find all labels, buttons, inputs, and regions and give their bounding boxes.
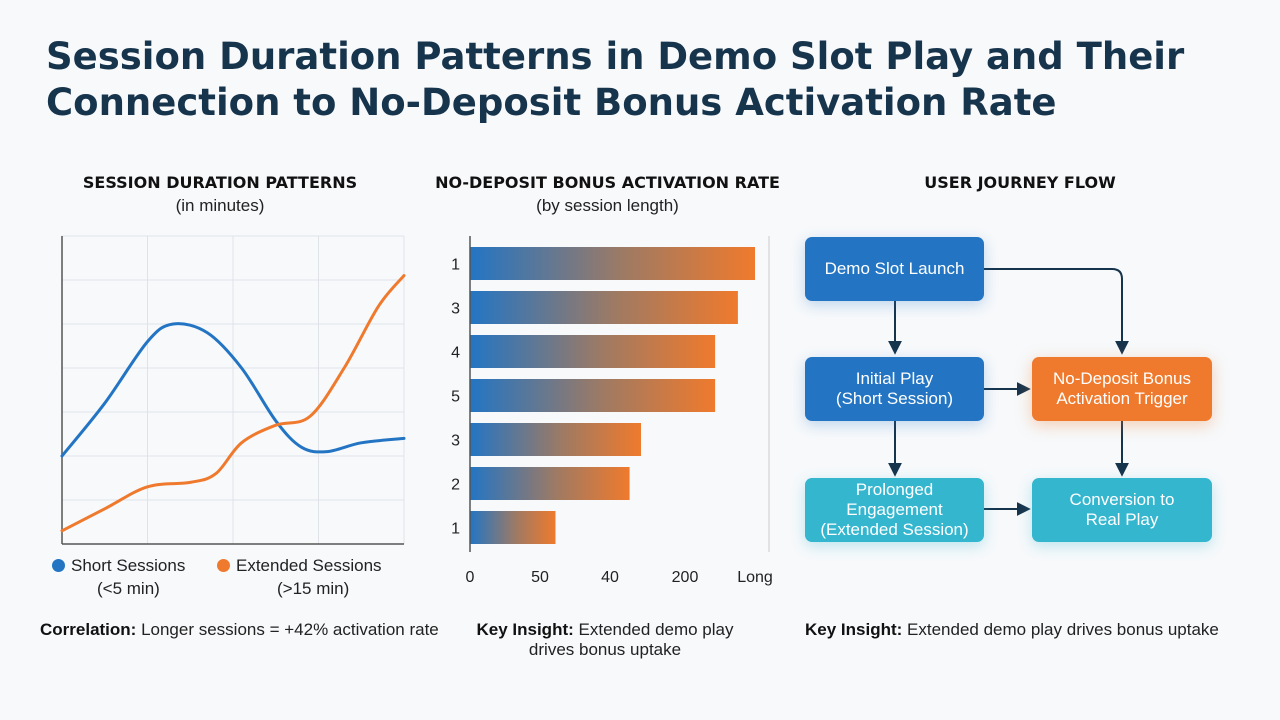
x-tick-label: 50 bbox=[531, 569, 549, 586]
extended-sessions-dot bbox=[217, 559, 230, 572]
legend-short-label: Short Sessions bbox=[71, 556, 186, 575]
bar bbox=[470, 511, 556, 544]
correlation-text: Longer sessions = +42% activation rate bbox=[136, 620, 439, 639]
flow-box-initial-play: Initial Play (Short Session) bbox=[805, 357, 984, 421]
bar bbox=[470, 291, 738, 324]
bar-chart-title: NO-DEPOSIT BONUS ACTIVATION RATE bbox=[435, 173, 780, 192]
series-line-extended-sessions bbox=[60, 274, 406, 533]
flow-title: USER JOURNEY FLOW bbox=[924, 173, 1116, 192]
correlation-label: Correlation: bbox=[40, 620, 137, 639]
legend-extended-sessions: Extended Sessions (>15 min) bbox=[217, 556, 382, 599]
flow-box-bonus-trigger-label: No-Deposit Bonus Activation Trigger bbox=[1053, 369, 1191, 408]
middle-insight-line1: Extended demo play bbox=[573, 620, 734, 639]
bar bbox=[470, 423, 641, 456]
middle-insight-line2: drives bonus uptake bbox=[528, 640, 682, 659]
flow-box-conversion: Conversion to Real Play bbox=[1032, 478, 1212, 542]
x-tick-label: Long bbox=[737, 569, 773, 586]
legend-short-sub: (<5 min) bbox=[97, 579, 160, 598]
correlation-note: Correlation: Longer sessions = +42% acti… bbox=[40, 620, 440, 640]
bar-chart: 1 3 4 5 3 2 1 0 50 40 200 Long bbox=[451, 236, 773, 586]
y-tick-label: 4 bbox=[451, 345, 460, 362]
line-chart-subtitle: (in minutes) bbox=[175, 196, 265, 215]
flow-box-initial-play-label: Initial Play (Short Session) bbox=[835, 369, 954, 408]
legend-short-sessions: Short Sessions (<5 min) bbox=[52, 556, 185, 599]
bar bbox=[470, 379, 716, 412]
bar bbox=[470, 247, 755, 280]
flow-insight-text: Extended demo play drives bonus uptake bbox=[902, 620, 1219, 639]
flow-box-demo-slot-launch-label: Demo Slot Launch bbox=[824, 259, 965, 278]
bar-chart-subtitle: (by session length) bbox=[536, 196, 679, 215]
flow-box-bonus-trigger: No-Deposit Bonus Activation Trigger bbox=[1032, 357, 1212, 421]
flow-box-conversion-label: Conversion to Real Play bbox=[1069, 490, 1175, 529]
bar bbox=[470, 467, 630, 500]
series-line-short-sessions bbox=[60, 322, 406, 458]
y-tick-label: 1 bbox=[451, 257, 460, 274]
flow-box-prolonged-engagement-label: Prolonged Engagement (Extended Session) bbox=[820, 480, 969, 539]
middle-insight-note: Key Insight: Extended demo play drives b… bbox=[440, 620, 770, 660]
page-title: Session Duration Patterns in Demo Slot P… bbox=[46, 35, 1185, 124]
short-sessions-dot bbox=[52, 559, 65, 572]
y-tick-label: 2 bbox=[451, 477, 460, 494]
legend-extended-label: Extended Sessions bbox=[236, 556, 382, 575]
x-tick-label: 40 bbox=[601, 569, 619, 586]
y-tick-label: 1 bbox=[451, 521, 460, 538]
arrow-launch-to-bonus bbox=[984, 268, 1129, 355]
flow-box-demo-slot-launch: Demo Slot Launch bbox=[805, 237, 984, 301]
x-tick-label: 0 bbox=[466, 569, 475, 586]
line-chart-title: SESSION DURATION PATTERNS bbox=[82, 173, 358, 192]
y-tick-label: 3 bbox=[451, 301, 460, 318]
flow-insight-note: Key Insight: Extended demo play drives b… bbox=[805, 620, 1225, 640]
y-tick-label: 3 bbox=[451, 433, 460, 450]
y-tick-label: 5 bbox=[451, 389, 460, 406]
line-chart bbox=[60, 235, 406, 545]
flow-box-prolonged-engagement: Prolonged Engagement (Extended Session) bbox=[805, 478, 984, 542]
flow-insight-label: Key Insight: bbox=[805, 620, 903, 639]
bar bbox=[470, 335, 716, 368]
legend-extended-sub: (>15 min) bbox=[277, 579, 350, 598]
x-tick-label: 200 bbox=[672, 569, 699, 586]
middle-insight-label: Key Insight: bbox=[476, 620, 574, 639]
